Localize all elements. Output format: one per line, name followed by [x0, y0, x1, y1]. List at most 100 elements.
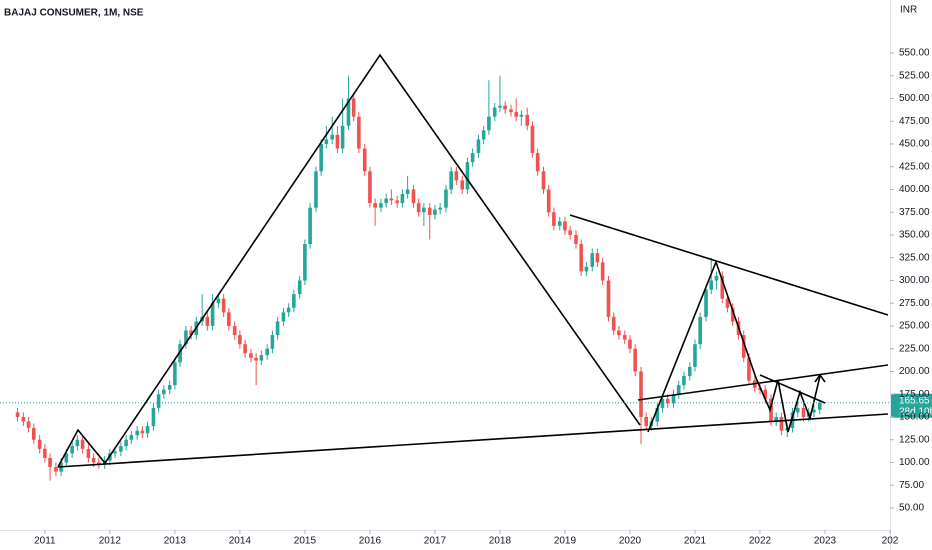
candle-body — [546, 189, 551, 213]
candle-body — [444, 189, 448, 208]
candle-body — [37, 439, 42, 449]
resistance-line — [569, 214, 889, 316]
candles — [15, 75, 822, 481]
y-tick-label: 550.00 — [899, 48, 930, 59]
candle-body — [129, 435, 134, 440]
candle-body — [119, 446, 123, 452]
candle-body — [470, 153, 475, 163]
candle-body — [145, 426, 150, 434]
candle-body — [319, 143, 323, 172]
candle-body — [741, 335, 746, 358]
candle-body — [15, 412, 20, 417]
candle-body — [687, 366, 692, 377]
x-tick-label: 2013 — [164, 536, 187, 547]
candle-body — [801, 407, 806, 417]
x-tick-label: 2011 — [34, 536, 56, 547]
candle-body — [259, 355, 264, 361]
candle-body — [54, 467, 58, 472]
candle-body — [438, 207, 442, 210]
candle-body — [254, 357, 258, 361]
candle-body — [48, 457, 52, 468]
candle-body — [389, 198, 394, 201]
candle-body — [574, 234, 578, 245]
candle-body — [32, 427, 36, 440]
candle-body — [221, 298, 226, 313]
candle-body — [535, 153, 540, 172]
arrow-head — [814, 373, 826, 383]
candle-body — [449, 171, 453, 190]
candle-body — [747, 357, 751, 381]
candle-body — [590, 253, 595, 267]
candle-body — [80, 439, 85, 449]
candle-body — [557, 221, 562, 226]
y-tick-label: 125.00 — [899, 434, 930, 445]
candle-body — [70, 446, 74, 454]
trend-drawing — [57, 53, 641, 468]
candle-body — [514, 112, 518, 117]
candle-body — [676, 385, 681, 395]
y-tick-label: 50.00 — [899, 503, 924, 514]
candle-body — [395, 200, 400, 204]
candle-body — [628, 339, 632, 349]
y-tick-label: 175.00 — [899, 389, 930, 400]
candle-body — [584, 266, 589, 272]
candle-body — [503, 105, 507, 110]
candle-body — [373, 203, 377, 208]
candle-body — [243, 344, 247, 354]
candle-body — [779, 416, 784, 431]
candle-body — [714, 275, 719, 281]
candle-body — [184, 330, 188, 345]
candle-body — [156, 394, 161, 408]
candle-body — [308, 207, 312, 245]
candle-body — [405, 189, 410, 195]
candle-body — [795, 407, 800, 413]
candle-body — [568, 230, 572, 235]
candle-body — [433, 209, 437, 215]
candle-body — [357, 116, 361, 149]
countdown-label: 28d 10h — [899, 406, 932, 417]
candle-body — [303, 244, 307, 281]
candle-body — [351, 98, 356, 117]
candle-body — [763, 389, 767, 399]
candle-body — [167, 385, 172, 390]
x-tick-label: 2021 — [684, 536, 707, 547]
candle-body — [330, 134, 335, 140]
currency-label: INR — [900, 5, 917, 16]
y-tick-label: 225.00 — [899, 343, 930, 354]
x-tick-label: 2023 — [814, 536, 837, 547]
y-tick-label: 200.00 — [899, 366, 930, 377]
candle-body — [552, 212, 556, 226]
candle-body — [622, 335, 627, 340]
candle-body — [600, 262, 605, 281]
candle-body — [151, 407, 156, 427]
candle-body — [460, 180, 465, 190]
pattern-drawing — [647, 259, 821, 433]
candle-body — [720, 275, 725, 299]
candle-body — [617, 330, 621, 336]
candle-body — [427, 207, 432, 215]
candle-body — [665, 398, 670, 404]
y-tick-label: 75.00 — [899, 480, 924, 491]
y-tick-label: 475.00 — [899, 116, 930, 127]
channel-line — [637, 364, 889, 401]
y-tick-label: 300.00 — [899, 275, 930, 286]
y-tick-label: 375.00 — [899, 207, 930, 218]
candle-body — [725, 298, 730, 308]
y-tick-label: 400.00 — [899, 184, 930, 195]
x-tick-label: 2018 — [489, 536, 512, 547]
candle-body — [189, 330, 193, 336]
candle-body — [595, 253, 600, 263]
candle-body — [227, 312, 231, 326]
candle-body — [611, 316, 616, 331]
candle-body — [21, 416, 26, 422]
candle-body — [335, 134, 340, 149]
candle-body — [730, 307, 735, 322]
candle-body — [492, 107, 497, 117]
candle-body — [368, 171, 372, 204]
candle-body — [579, 244, 583, 272]
candle-body — [340, 125, 345, 149]
candle-body — [704, 289, 708, 317]
candle-body — [43, 448, 47, 458]
